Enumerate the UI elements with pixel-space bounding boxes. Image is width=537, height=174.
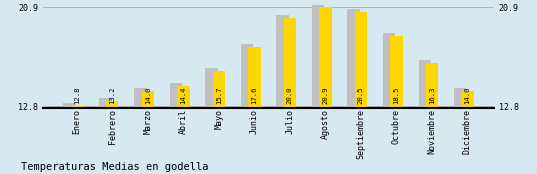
Bar — [134, 88, 147, 174]
Bar — [63, 103, 76, 174]
Bar — [177, 86, 190, 174]
Bar — [454, 88, 467, 174]
Bar — [170, 84, 183, 174]
Bar — [142, 91, 154, 174]
Bar — [390, 36, 403, 174]
Text: 15.7: 15.7 — [216, 87, 222, 104]
Bar — [106, 101, 119, 174]
Text: 13.2: 13.2 — [110, 87, 115, 104]
Text: 18.5: 18.5 — [393, 87, 400, 104]
Bar — [312, 4, 324, 174]
Text: 16.3: 16.3 — [429, 87, 435, 104]
Text: 14.0: 14.0 — [465, 87, 470, 104]
Bar — [206, 68, 218, 174]
Bar — [277, 15, 289, 174]
Bar — [241, 44, 253, 174]
Bar — [418, 60, 431, 174]
Text: Temperaturas Medias en godella: Temperaturas Medias en godella — [21, 162, 209, 172]
Bar — [347, 9, 360, 174]
Bar — [213, 71, 225, 174]
Bar — [426, 63, 438, 174]
Text: 17.6: 17.6 — [251, 87, 257, 104]
Bar — [70, 106, 83, 174]
Bar — [284, 18, 296, 174]
Text: 20.0: 20.0 — [287, 87, 293, 104]
Text: 14.0: 14.0 — [145, 87, 151, 104]
Bar — [461, 91, 474, 174]
Bar — [354, 12, 367, 174]
Bar — [99, 98, 111, 174]
Text: 20.5: 20.5 — [358, 87, 364, 104]
Text: 20.9: 20.9 — [322, 87, 328, 104]
Bar — [319, 7, 331, 174]
Text: 12.8: 12.8 — [74, 87, 80, 104]
Text: 14.4: 14.4 — [180, 87, 186, 104]
Bar — [248, 47, 260, 174]
Bar — [383, 33, 395, 174]
